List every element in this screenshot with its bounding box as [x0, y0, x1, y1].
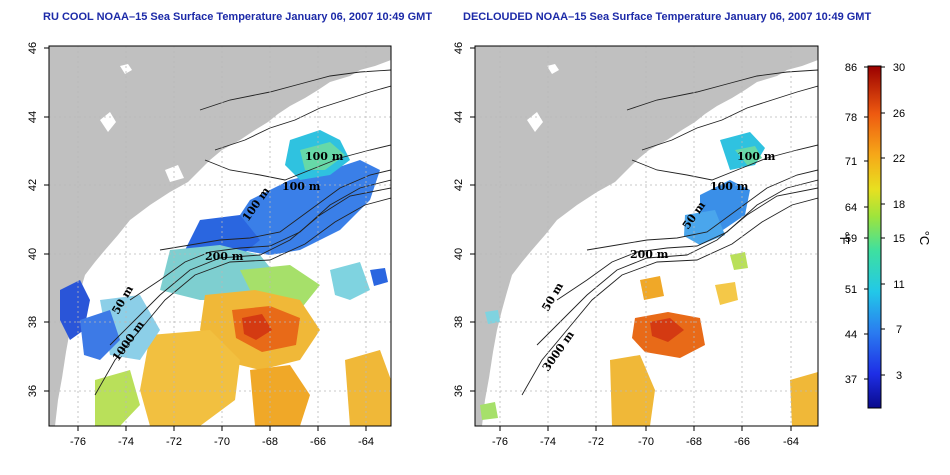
- left-contour-label: 200 m: [205, 250, 244, 263]
- left-map-title: RU COOL NOAA–15 Sea Surface Temperature …: [43, 11, 433, 23]
- left-map-gridlines: [49, 46, 391, 426]
- fahrenheit-tick-label: 71: [845, 156, 857, 168]
- colorbar-gradient: [867, 65, 882, 409]
- right-x-tick-label: -64: [783, 436, 799, 448]
- fahrenheit-unit-label: °F: [837, 231, 852, 244]
- celsius-tick-label: 18: [893, 199, 905, 211]
- left-y-tick-label: 36: [27, 385, 39, 397]
- right-y-tick-label: 44: [453, 111, 465, 123]
- right-contour-label: 100 m: [710, 180, 749, 193]
- right-map-gridlines: [475, 46, 818, 426]
- right-y-axis: [470, 47, 475, 392]
- left-y-tick-label: 38: [27, 316, 39, 328]
- right-x-tick-label: -74: [540, 436, 556, 448]
- right-x-tick-label: -72: [588, 436, 604, 448]
- left-x-tick-label: -64: [358, 436, 374, 448]
- left-x-tick-label: -68: [262, 436, 278, 448]
- right-y-tick-label: 38: [453, 316, 465, 328]
- right-y-tick-label: 40: [453, 248, 465, 260]
- left-y-tick-label: 46: [27, 42, 39, 54]
- right-y-tick-label: 46: [453, 42, 465, 54]
- left-x-tick-label: -66: [310, 436, 326, 448]
- celsius-unit-label: °C: [917, 231, 932, 246]
- right-map: 100 m 100 m 50 m 200 m 50 m 3000 m -76 -…: [453, 42, 819, 448]
- right-bathymetry-contours: [521, 69, 818, 396]
- celsius-tick-label: 26: [893, 108, 905, 120]
- temperature-colorbar: 86 78 71 64 59 51 44 37 30 26 22 18 15 1…: [837, 62, 932, 409]
- right-x-axis: [499, 426, 792, 431]
- celsius-tick-label: 11: [893, 279, 904, 291]
- left-map-frame: [48, 45, 392, 427]
- fahrenheit-tick-label: 78: [845, 112, 857, 124]
- left-y-tick-label: 40: [27, 248, 39, 260]
- right-contour-label: 100 m: [737, 150, 776, 163]
- fahrenheit-tick-label: 86: [845, 62, 857, 74]
- left-y-axis: [44, 47, 49, 392]
- left-bathymetry-contours: [94, 69, 391, 396]
- left-y-tick-label: 42: [27, 179, 39, 191]
- right-contour-label: 200 m: [630, 248, 669, 261]
- left-contour-label: 100 m: [282, 180, 321, 193]
- left-x-axis: [77, 426, 367, 431]
- right-x-tick-label: -68: [686, 436, 702, 448]
- right-x-tick-label: -66: [734, 436, 750, 448]
- right-x-tick-label: -76: [492, 436, 508, 448]
- fahrenheit-tick-label: 51: [845, 284, 857, 296]
- left-x-tick-label: -76: [70, 436, 86, 448]
- fahrenheit-tick-label: 37: [845, 374, 857, 386]
- right-x-tick-label: -70: [638, 436, 654, 448]
- right-y-tick-label: 42: [453, 179, 465, 191]
- celsius-tick-label: 7: [896, 324, 902, 336]
- left-contour-label: 100 m: [305, 150, 344, 163]
- left-x-tick-label: -70: [214, 436, 230, 448]
- celsius-tick-label: 15: [893, 233, 905, 245]
- right-sst-patches: [480, 132, 818, 426]
- fahrenheit-tick-label: 44: [845, 329, 857, 341]
- celsius-tick-label: 3: [896, 370, 902, 382]
- left-x-tick-label: -74: [118, 436, 134, 448]
- left-y-tick-label: 44: [27, 111, 39, 123]
- celsius-tick-label: 30: [893, 62, 905, 74]
- left-map-land: [49, 46, 391, 426]
- fahrenheit-tick-label: 59: [845, 233, 857, 245]
- left-map: 100 m 100 m 100 m 200 m 50 m 1000 m -76 …: [27, 42, 392, 448]
- celsius-tick-label: 22: [893, 153, 905, 165]
- right-map-title: DECLOUDED NOAA–15 Sea Surface Temperatur…: [463, 11, 872, 23]
- fahrenheit-tick-label: 64: [845, 202, 857, 214]
- right-map-land: [475, 46, 818, 426]
- right-y-tick-label: 36: [453, 385, 465, 397]
- left-x-tick-label: -72: [166, 436, 182, 448]
- left-sst-patches: [60, 130, 391, 426]
